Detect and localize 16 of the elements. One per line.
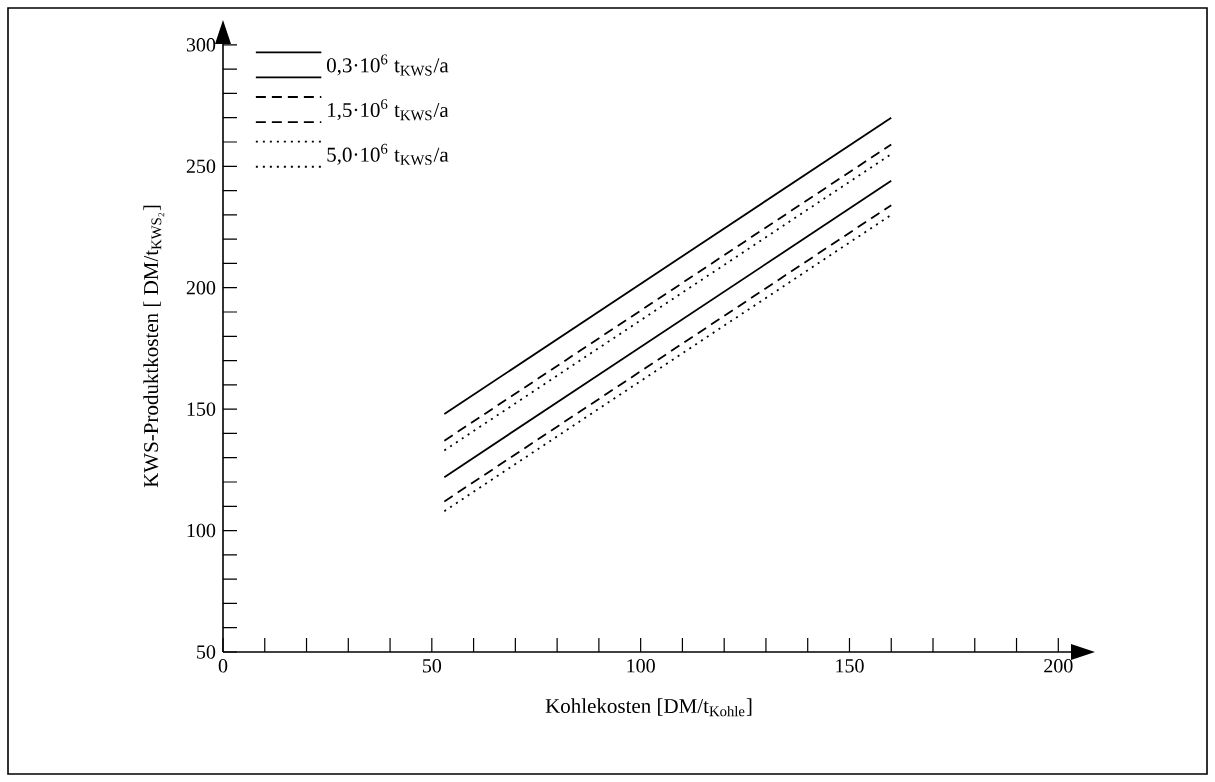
y-tick-label: 250 (186, 159, 216, 174)
x-tick-label: 100 (627, 659, 655, 673)
legend-label: 5,0·10$^{6}$ t$_{KWS}$/a (327, 143, 449, 166)
y-tick-label: 150 (187, 402, 216, 416)
legend-label: 0,3·10$^{6}$ t$_{KWS}$/a (326, 54, 449, 76)
x-tick-label: 200 (1044, 659, 1073, 673)
x-tick-label: 0 (218, 659, 228, 673)
y-tick-label: 300 (186, 38, 216, 52)
y-tick-label: 100 (187, 523, 216, 538)
legend-label: 1,5·10$^{6}$ t$_{KWS}$/a (328, 99, 449, 121)
y-tick-label: 50 (197, 645, 216, 659)
x-tick-label: 150 (836, 659, 864, 673)
y-tick-label: 200 (186, 280, 216, 295)
x-axis-title: Kohlekosten [DM/t$_{Kohle}$] (545, 698, 752, 717)
y-axis-title: KWS-Produktkosten [ DM/t$_{KWS₂}$] (143, 205, 165, 488)
x-tick-label: 50 (422, 659, 442, 673)
